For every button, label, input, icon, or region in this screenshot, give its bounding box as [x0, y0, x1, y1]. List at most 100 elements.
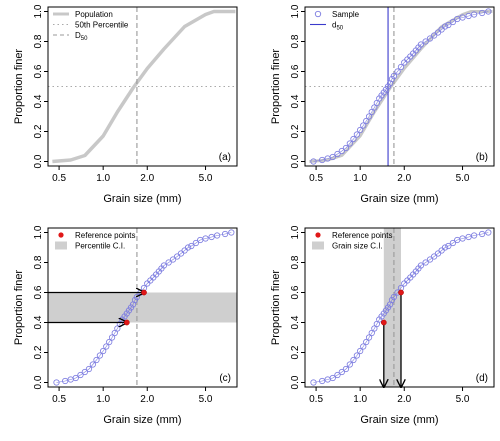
y-tick-label: 1.0	[290, 225, 301, 239]
sample-point	[459, 14, 466, 21]
sample-point	[360, 343, 367, 350]
sample-point	[329, 153, 336, 161]
x-tick-label: 2.0	[140, 173, 154, 184]
panel-label: (d)	[476, 373, 488, 384]
y-tick-label: 0.8	[290, 255, 301, 269]
sample-point	[202, 235, 209, 242]
sample-point	[108, 334, 116, 341]
chart-panel-4: 0.5 1.0 2.0 5.0 0.0 0.2 0.4 0.6 0.8 1.0 Grain size…	[270, 225, 495, 426]
sample-point	[422, 38, 429, 45]
sample-point	[111, 329, 118, 337]
sample-point	[342, 144, 350, 152]
legend-label: Reference points	[75, 231, 135, 240]
sample-point	[342, 365, 350, 373]
y-tick-label: 0.6	[290, 64, 301, 78]
sample-point	[160, 262, 168, 269]
sample-point	[368, 329, 375, 337]
sample-point	[228, 229, 235, 236]
x-axis-label: Grain size (mm)	[360, 414, 438, 426]
y-tick-label: 0.6	[33, 64, 44, 78]
plot-area	[310, 228, 492, 387]
sample-point	[431, 32, 438, 39]
sample-point	[449, 18, 457, 26]
sample-point	[338, 368, 345, 376]
x-tick-label: 1.0	[96, 173, 110, 184]
chart-panel-2: 0.5 1.0 2.0 5.0 0.0 0.2 0.4 0.6 0.8 1.0 Grain size…	[270, 4, 495, 205]
sample-point	[417, 262, 425, 269]
x-tick-label: 2.0	[397, 394, 411, 405]
y-tick-label: 1.0	[33, 4, 44, 18]
plot-frame	[47, 227, 238, 388]
legend-label: Percentile C.I.	[75, 242, 125, 251]
sample-point	[390, 293, 398, 301]
y-tick-label: 1.0	[290, 4, 301, 18]
y-axis-label: Proportion finer	[13, 270, 25, 346]
sample-point	[394, 68, 401, 75]
sample-point	[388, 296, 396, 304]
ci-band	[48, 292, 237, 323]
plot-area	[48, 7, 237, 166]
y-tick-label: 0.8	[290, 34, 301, 48]
y-axis-label: Proportion finer	[270, 270, 282, 346]
x-tick-label: 0.5	[309, 173, 323, 184]
legend-label-subscript: 50	[336, 26, 343, 32]
chart-panel-3: 0.5 1.0 2.0 5.0 0.0 0.2 0.4 0.6 0.8 1.0 Grain size…	[13, 225, 238, 426]
sample-point	[441, 244, 449, 251]
y-tick-label: 0.4	[290, 315, 301, 329]
sample-point	[346, 140, 353, 147]
y-tick-label: 0.0	[33, 375, 44, 389]
y-tick-label: 0.2	[33, 345, 44, 359]
sample-point	[478, 9, 486, 17]
sample-point	[390, 72, 398, 80]
sample-point	[188, 242, 195, 250]
sample-point	[208, 233, 215, 241]
x-tick-label: 1.0	[353, 173, 367, 184]
sample-point	[445, 242, 452, 250]
x-tick-label: 1.0	[353, 394, 367, 405]
x-axis-label: Grain size (mm)	[103, 193, 181, 205]
sample-point	[350, 356, 357, 364]
x-tick-label: 0.5	[52, 173, 66, 184]
x-tick-label: 0.5	[309, 394, 323, 405]
sample-point	[360, 122, 367, 129]
sample-point	[85, 365, 93, 373]
legend-label: Population	[75, 10, 113, 19]
sample-point	[434, 29, 442, 36]
sample-point	[426, 35, 434, 42]
population-line	[52, 9, 236, 164]
sample-point	[103, 343, 110, 350]
sample-point	[100, 347, 107, 355]
plot-frame	[304, 6, 495, 167]
sample-point	[346, 361, 353, 368]
sample-point	[350, 135, 357, 143]
sample-point	[478, 230, 486, 238]
sample-point	[353, 131, 361, 138]
sample-point	[192, 239, 200, 247]
sample-point	[338, 147, 345, 155]
sample-point	[441, 23, 449, 30]
legend-label: Reference points	[332, 231, 392, 240]
sample-point	[422, 259, 429, 266]
sample-point	[89, 361, 96, 368]
sample-point	[334, 371, 341, 379]
sample-point	[62, 377, 69, 385]
reference-point	[123, 319, 130, 326]
y-tick-label: 0.8	[33, 255, 44, 269]
sample-point	[357, 126, 364, 134]
legend-label: D50	[75, 31, 88, 42]
sample-point	[434, 250, 442, 257]
sample-point	[174, 253, 181, 260]
sample-point	[214, 232, 221, 239]
legend: Reference points Percentile C.I.	[55, 231, 135, 251]
x-tick-label: 0.5	[52, 394, 66, 405]
sample-point	[334, 150, 341, 158]
y-tick-label: 0.2	[290, 345, 301, 359]
sample-point	[431, 253, 438, 260]
sample-point	[363, 338, 370, 346]
legend-label: Grain size C.I.	[332, 242, 383, 251]
sample-point	[310, 158, 317, 165]
sample-point	[77, 371, 84, 379]
chart-panel-1: 0.5 1.0 2.0 5.0 0.0 0.2 0.4 0.6 0.8 1.0 Grain size…	[13, 4, 238, 205]
sample-point	[310, 379, 317, 386]
x-tick-label: 5.0	[456, 173, 470, 184]
